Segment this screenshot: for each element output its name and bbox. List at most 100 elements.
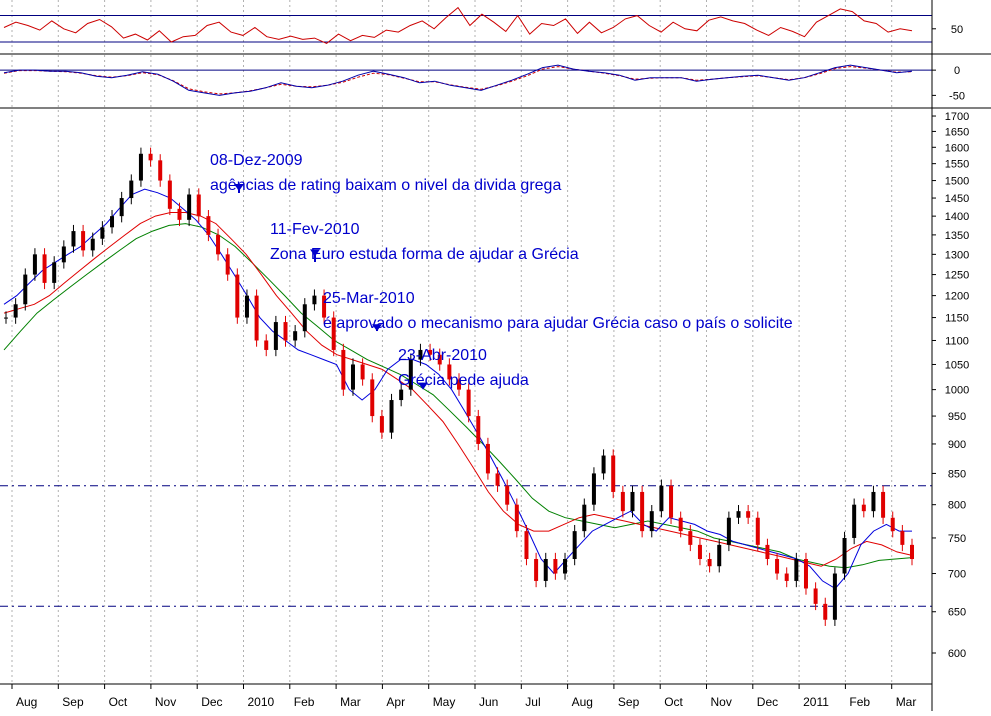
rsi-panel (0, 6, 932, 44)
candle-body (293, 331, 298, 341)
candle (543, 552, 548, 588)
moving-average-short (3, 188, 912, 590)
macd-tick-label: 0 (954, 65, 960, 77)
event-annotation: 23-Abr-2010 Grécia pede ajuda (398, 347, 529, 390)
month-label: Mar (896, 695, 917, 709)
candle (254, 289, 259, 347)
candle-body (235, 274, 240, 318)
moving-average-long (3, 223, 913, 569)
candle-body (890, 517, 895, 532)
macd-tick-label: -50 (949, 90, 965, 102)
candle-body (775, 559, 780, 574)
annotations: 08-Dez-2009 agências de rating baixam o n… (210, 152, 793, 390)
candle-body (457, 379, 461, 390)
candle-body (418, 349, 423, 360)
price-tick-label: 1650 (945, 126, 969, 138)
candle (148, 147, 153, 167)
candle-body (254, 295, 259, 341)
candle-body (495, 473, 500, 486)
month-label: 2011 (803, 695, 829, 709)
candle (100, 221, 105, 245)
candle-body (187, 194, 192, 220)
candle (736, 505, 741, 524)
candle-body (707, 559, 712, 567)
rsi-tick-label: 50 (951, 24, 963, 36)
candle-body (591, 473, 596, 505)
candle-body (389, 400, 394, 433)
candle (23, 268, 28, 311)
annotation-date: 08-Dez-2009 (210, 152, 303, 169)
candle (794, 552, 799, 588)
candle (861, 498, 866, 518)
candle (572, 524, 577, 566)
annotation-arrowhead (310, 249, 320, 257)
candle (235, 268, 240, 324)
candle-body (842, 537, 847, 574)
candle-body (13, 304, 18, 318)
candle (640, 485, 645, 538)
macd-panel (0, 64, 932, 96)
candle-body (803, 559, 808, 589)
price-tick-label: 1350 (945, 230, 969, 242)
annotation-arrowhead (234, 183, 244, 191)
candle-body (428, 349, 433, 355)
candle-body (360, 364, 365, 380)
month-label: Aug (16, 695, 37, 709)
annotation-date: 25-Mar-2010 (323, 290, 415, 307)
price-tick-label: 650 (948, 607, 966, 619)
candle (765, 538, 770, 566)
candle (206, 209, 211, 242)
candle (659, 479, 664, 518)
candle-body (611, 455, 616, 492)
candle (678, 511, 683, 538)
candle (591, 467, 596, 511)
candle-body (206, 216, 211, 235)
macd-line (3, 64, 913, 96)
candle (331, 311, 336, 357)
candle-body (823, 603, 828, 620)
candle-body (177, 208, 182, 220)
candle (71, 224, 76, 253)
candle (890, 511, 895, 538)
candle-body (832, 573, 837, 620)
candle (514, 498, 519, 538)
candle-body (42, 254, 47, 283)
candle-body (900, 531, 905, 545)
candle-body (312, 295, 317, 305)
month-label: Oct (109, 695, 128, 709)
candle-body (717, 544, 722, 567)
candle-body (119, 198, 124, 217)
month-label: Dec (201, 695, 222, 709)
candle-body (100, 227, 105, 239)
candle (399, 383, 404, 407)
candle (842, 531, 847, 580)
candle-body (437, 354, 442, 365)
candle (437, 348, 442, 371)
candle-body (688, 531, 693, 545)
candle (360, 358, 365, 386)
candle-body (678, 517, 683, 532)
month-label: Sep (62, 695, 84, 709)
month-label: Apr (386, 695, 405, 709)
candle-body (505, 485, 510, 505)
candle (563, 552, 568, 580)
candle-body (649, 511, 654, 532)
candle-body (813, 588, 818, 604)
candle (196, 188, 201, 223)
month-label: Oct (664, 695, 683, 709)
candle-body (543, 559, 548, 581)
candle-body (167, 180, 172, 209)
candle-body (572, 531, 577, 560)
candle-body (138, 153, 143, 181)
price-tick-label: 1550 (945, 159, 969, 171)
price-tick-label: 1150 (945, 313, 969, 325)
price-tick-label: 1200 (945, 291, 969, 303)
candle (534, 552, 539, 588)
candle-body (697, 544, 702, 560)
price-tick-label: 1600 (945, 142, 969, 154)
candle-body (659, 485, 664, 512)
candle (244, 289, 249, 324)
event-annotation: 25-Mar-2010 é aprovado o mecanismo para a… (323, 290, 793, 332)
month-label: Sep (618, 695, 640, 709)
candle-body (350, 364, 355, 390)
